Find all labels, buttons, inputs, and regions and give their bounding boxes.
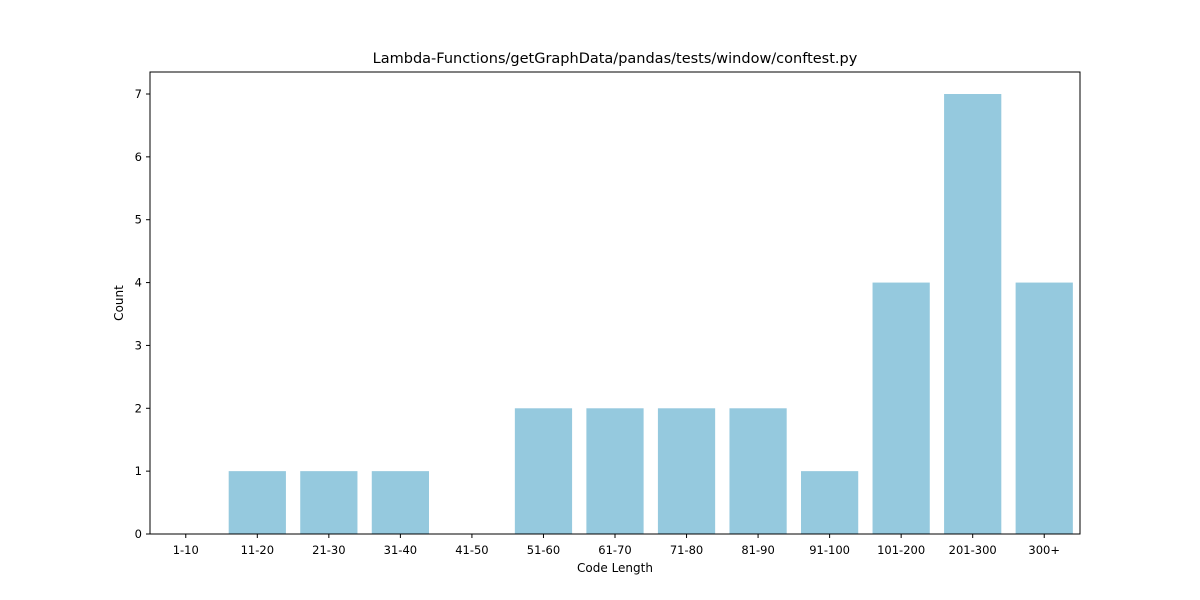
y-tick-label: 6 (135, 150, 142, 164)
y-tick-label: 5 (135, 213, 142, 227)
y-tick-label: 2 (135, 401, 142, 415)
bar-300+ (1015, 282, 1073, 534)
x-tick-label: 11-20 (241, 543, 274, 557)
y-tick-label: 3 (135, 338, 142, 352)
bar-21-30 (300, 471, 358, 534)
y-tick-label: 4 (135, 276, 142, 290)
bar-91-100 (801, 471, 859, 534)
x-tick-label: 41-50 (455, 543, 488, 557)
bar-81-90 (729, 408, 787, 534)
bars-layer (228, 94, 1073, 534)
x-tick-label: 61-70 (598, 543, 631, 557)
bar-71-80 (657, 408, 716, 534)
bar-51-60 (514, 408, 573, 534)
x-tick-label: 1-10 (173, 543, 199, 557)
y-tick-label: 0 (135, 527, 142, 541)
x-axis-label: Code Length (577, 561, 653, 575)
chart-title: Lambda-Functions/getGraphData/pandas/tes… (373, 51, 858, 67)
x-tick-label: 201-300 (949, 543, 997, 557)
x-tick-label: 300+ (1028, 543, 1060, 557)
x-tick-label: 51-60 (527, 543, 560, 557)
bar-201-300 (944, 94, 1002, 534)
y-tick-label: 1 (135, 464, 142, 478)
x-tick-label: 31-40 (384, 543, 417, 557)
x-tick-label: 21-30 (312, 543, 345, 557)
x-tick-label: 91-100 (809, 543, 850, 557)
y-tick-label: 7 (135, 87, 142, 101)
x-tick-label: 71-80 (670, 543, 703, 557)
x-tick-label: 81-90 (741, 543, 774, 557)
bar-31-40 (371, 471, 429, 534)
bar-101-200 (872, 282, 930, 534)
y-axis-label: Count (112, 285, 126, 321)
bar-11-20 (228, 471, 286, 534)
x-axis-ticks: 1-10 11-20 21-30 31-40 41-50 51-60 61-70 71-80 8… (173, 534, 1060, 557)
y-axis-ticks: 0 1 2 3 4 5 6 7 (135, 87, 150, 541)
bar-61-70 (586, 408, 644, 534)
x-tick-label: 101-200 (877, 543, 925, 557)
